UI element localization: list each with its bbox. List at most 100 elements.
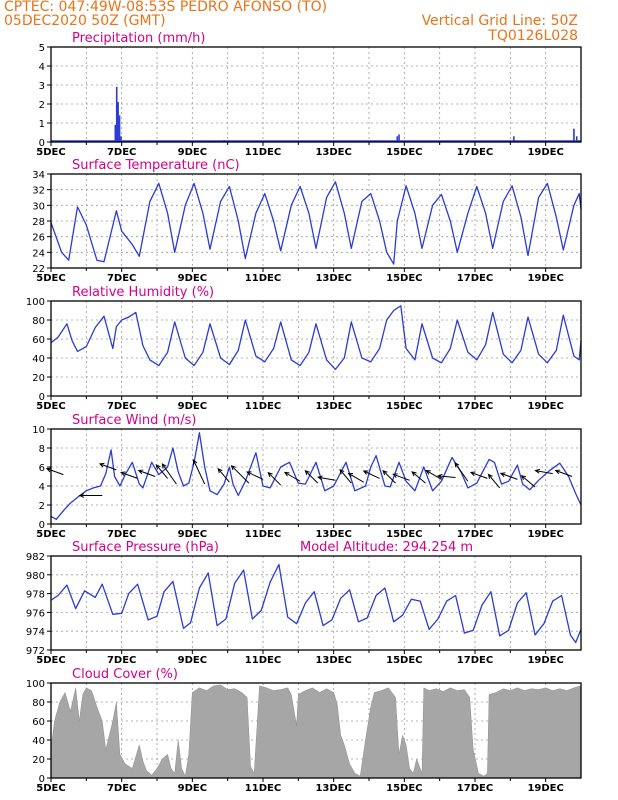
x-tick-label: 5DEC — [36, 529, 65, 540]
wind-arrow — [499, 472, 518, 480]
model-altitude: Model Altitude: 294.254 m — [300, 540, 473, 555]
wind-arrow — [120, 471, 138, 479]
x-tick-label: 9DEC — [178, 401, 207, 412]
wind-arrow — [317, 475, 336, 481]
run-datetime: 05DEC2020 50Z (GMT) — [4, 13, 166, 29]
y-tick-label: 80 — [32, 698, 45, 709]
wind-arrow — [382, 469, 396, 484]
panel-title: Surface Pressure (hPa) — [72, 540, 219, 555]
panel-title: Surface Wind (m/s) — [72, 413, 196, 428]
wind-arrow — [554, 469, 573, 477]
x-tick-label: 9DEC — [178, 783, 207, 794]
precip-bar — [513, 136, 515, 142]
panel-frame — [50, 555, 582, 651]
x-tick-label: 17DEC — [457, 783, 493, 794]
panel-title: Relative Humidity (%) — [72, 285, 214, 300]
panel-frame — [50, 682, 582, 779]
x-tick-label: 7DEC — [107, 147, 136, 158]
x-tick-label: 5DEC — [36, 655, 65, 666]
y-tick-label: 2 — [39, 501, 45, 512]
wind-arrow — [347, 472, 364, 483]
model-id: TQ0126L028 — [488, 28, 578, 44]
x-tick-label: 15DEC — [386, 783, 422, 794]
y-tick-label: 3 — [39, 81, 45, 92]
x-tick-label: 17DEC — [457, 529, 493, 540]
precip-bar — [118, 115, 121, 142]
y-tick-label: 100 — [26, 679, 45, 690]
y-tick-label: 976 — [26, 608, 45, 619]
x-tick-label: 15DEC — [386, 147, 422, 158]
panel-6: 0 20 40 60 80 100 5DEC 7DEC 9DEC 11DEC 13DEC 15DEC 1… — [26, 667, 582, 794]
wind-arrow — [230, 465, 250, 484]
precip-bar — [575, 136, 578, 142]
wind-arrow — [45, 467, 64, 476]
precip-bar — [396, 136, 399, 142]
y-tick-label: 60 — [32, 335, 45, 346]
panel-3: 0 20 40 60 80 100 5DEC 7DEC 9DEC 11DEC 13DEC 15DEC 1… — [26, 285, 582, 412]
panel-title: Precipitation (mm/h) — [72, 31, 205, 46]
wind-arrow — [411, 471, 426, 484]
y-tick-label: 10 — [32, 425, 45, 436]
y-tick-label: 0 — [39, 520, 45, 531]
series-line — [50, 305, 582, 371]
x-tick-label: 13DEC — [315, 655, 351, 666]
wind-arrow — [487, 473, 501, 489]
y-tick-label: 978 — [26, 590, 45, 601]
x-tick-label: 9DEC — [178, 147, 207, 158]
y-tick-label: 972 — [26, 646, 45, 657]
panel-1: 0 1 2 3 4 5 5DEC 7DEC 9DEC 11DEC 13DEC 15DEC 17DEC 19… — [36, 31, 582, 158]
x-tick-label: 7DEC — [107, 401, 136, 412]
wind-arrow — [436, 473, 456, 479]
y-tick-label: 8 — [39, 444, 45, 455]
station-title: CPTEC: 047:49W-08:53S PEDRO AFONSO (TO) — [4, 0, 328, 15]
wind-arrow — [155, 464, 168, 479]
x-tick-label: 15DEC — [386, 401, 422, 412]
y-tick-label: 34 — [32, 170, 45, 181]
x-tick-label: 19DEC — [527, 655, 563, 666]
panel-4: 0 2 4 6 8 10 5DEC 7DEC 9DEC 11DEC 13DEC 15DEC 17DEC 1… — [32, 413, 582, 540]
grid-line-note: Vertical Grid Line: 50Z — [421, 13, 578, 29]
x-tick-label: 13DEC — [315, 401, 351, 412]
x-tick-label: 17DEC — [457, 401, 493, 412]
y-tick-label: 4 — [39, 482, 45, 493]
y-tick-label: 20 — [32, 373, 45, 384]
wind-arrow — [339, 468, 352, 484]
x-tick-label: 9DEC — [178, 273, 207, 284]
precip-bar — [120, 136, 122, 142]
precip-bar — [115, 86, 118, 142]
y-tick-label: 980 — [26, 571, 45, 582]
wind-arrow — [137, 469, 156, 477]
precip-bar — [398, 134, 400, 142]
panel-frame — [50, 428, 582, 525]
x-tick-label: 7DEC — [107, 273, 136, 284]
x-tick-label: 17DEC — [457, 147, 493, 158]
precip-bar — [573, 128, 575, 142]
series-line — [50, 181, 582, 265]
y-tick-label: 4 — [39, 62, 45, 73]
y-tick-label: 80 — [32, 316, 45, 327]
y-tick-label: 982 — [26, 552, 45, 563]
x-tick-label: 11DEC — [245, 273, 281, 284]
x-tick-label: 5DEC — [36, 783, 65, 794]
y-tick-label: 0 — [39, 774, 45, 785]
wind-arrow — [454, 461, 469, 482]
panel-title: Surface Temperature (nC) — [72, 158, 240, 173]
wind-arrow — [520, 474, 536, 488]
x-tick-label: 19DEC — [527, 529, 563, 540]
y-tick-label: 974 — [26, 627, 45, 638]
y-tick-label: 0 — [39, 392, 45, 403]
x-tick-label: 9DEC — [178, 655, 207, 666]
wind-arrow — [217, 467, 230, 483]
x-tick-label: 13DEC — [315, 147, 351, 158]
x-tick-label: 19DEC — [527, 401, 563, 412]
x-tick-label: 7DEC — [107, 655, 136, 666]
x-tick-label: 13DEC — [315, 273, 351, 284]
y-tick-label: 30 — [32, 201, 45, 212]
precip-bar — [117, 102, 119, 142]
y-tick-label: 100 — [26, 297, 45, 308]
x-tick-label: 15DEC — [386, 655, 422, 666]
wind-arrow — [98, 462, 117, 471]
panel-frame — [50, 300, 582, 397]
panel-5: 972 974 976 978 980 982 5DEC 7DEC 9DEC 11DEC 13DEC… — [26, 540, 582, 666]
